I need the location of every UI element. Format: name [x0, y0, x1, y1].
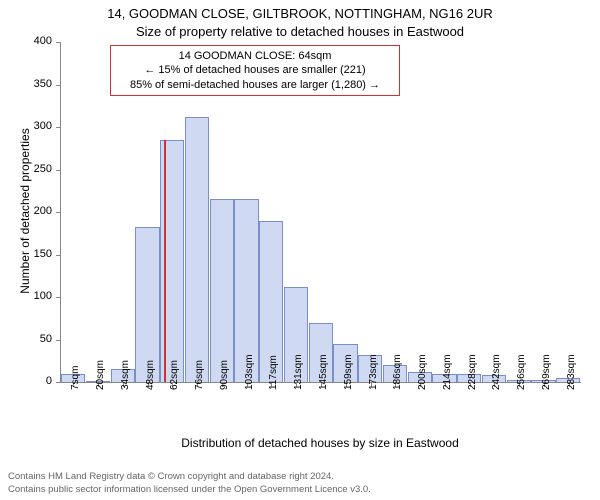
footer-line2: Contains public sector information licen…: [8, 484, 371, 496]
footer-attribution: Contains HM Land Registry data © Crown c…: [8, 471, 371, 496]
annotation-callout: 14 GOODMAN CLOSE: 64sqm ← 15% of detache…: [110, 45, 400, 96]
ytick-mark: [56, 255, 61, 256]
property-marker-line: [164, 140, 166, 382]
ytick-label: 200: [0, 205, 52, 217]
histogram-bar: [185, 117, 209, 382]
ytick-label: 150: [0, 248, 52, 260]
ytick-mark: [56, 42, 61, 43]
title-subtitle: Size of property relative to detached ho…: [0, 24, 600, 39]
annotation-line3: 85% of semi-detached houses are larger (…: [119, 78, 391, 92]
ytick-mark: [56, 170, 61, 171]
ytick-mark: [56, 212, 61, 213]
ytick-label: 0: [0, 375, 52, 387]
ytick-label: 100: [0, 290, 52, 302]
ytick-label: 50: [0, 333, 52, 345]
ytick-mark: [56, 340, 61, 341]
chart-container: 14, GOODMAN CLOSE, GILTBROOK, NOTTINGHAM…: [0, 0, 600, 500]
title-address: 14, GOODMAN CLOSE, GILTBROOK, NOTTINGHAM…: [0, 6, 600, 21]
ytick-label: 400: [0, 35, 52, 47]
ytick-mark: [56, 297, 61, 298]
ytick-label: 250: [0, 163, 52, 175]
ytick-mark: [56, 382, 61, 383]
ytick-label: 350: [0, 78, 52, 90]
histogram-bar: [210, 199, 234, 382]
ytick-mark: [56, 127, 61, 128]
footer-line1: Contains HM Land Registry data © Crown c…: [8, 471, 371, 483]
annotation-line2: ← 15% of detached houses are smaller (22…: [119, 63, 391, 77]
x-axis-label: Distribution of detached houses by size …: [60, 436, 580, 450]
histogram-bar: [135, 227, 159, 382]
ytick-label: 300: [0, 120, 52, 132]
annotation-line1: 14 GOODMAN CLOSE: 64sqm: [119, 49, 391, 63]
ytick-mark: [56, 85, 61, 86]
